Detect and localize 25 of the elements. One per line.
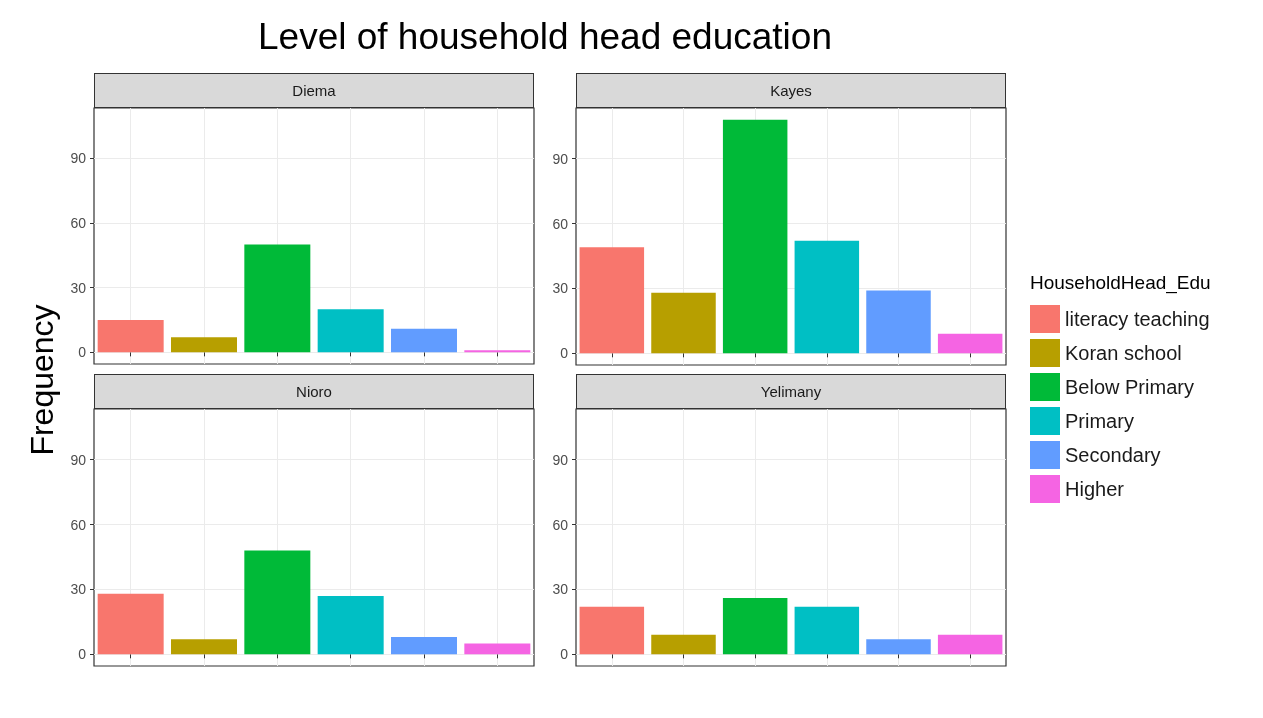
- y-tick-label: 90: [70, 451, 87, 468]
- legend-label: Koran school: [1065, 342, 1182, 364]
- y-tick-label: 90: [552, 150, 569, 167]
- legend-label: Primary: [1065, 410, 1134, 432]
- y-tick-label: 60: [70, 516, 87, 533]
- legend-label: Below Primary: [1065, 376, 1194, 398]
- y-tick-label: 90: [552, 451, 569, 468]
- y-tick-label: 30: [70, 279, 87, 296]
- y-tick-label: 0: [78, 646, 87, 663]
- y-tick-label: 30: [552, 280, 569, 297]
- y-tick-label: 60: [70, 215, 87, 232]
- legend-label: Secondary: [1065, 444, 1161, 466]
- chart-title: Level of household head education: [257, 16, 833, 58]
- y-tick-label: 0: [560, 646, 569, 663]
- legend-label: Higher: [1065, 478, 1125, 500]
- y-tick-label: 0: [560, 345, 569, 362]
- y-tick-label: 60: [552, 215, 569, 232]
- y-axis-title: Frequency: [23, 304, 61, 456]
- legend-label: literacy teaching: [1065, 308, 1210, 330]
- y-tick-label: 30: [552, 581, 569, 598]
- y-tick-label: 90: [70, 150, 87, 167]
- legend-title: HouseholdHead_Edu: [1030, 272, 1211, 294]
- y-tick-label: 0: [78, 344, 87, 361]
- y-tick-label: 60: [552, 516, 569, 533]
- y-tick-label: 30: [70, 581, 87, 598]
